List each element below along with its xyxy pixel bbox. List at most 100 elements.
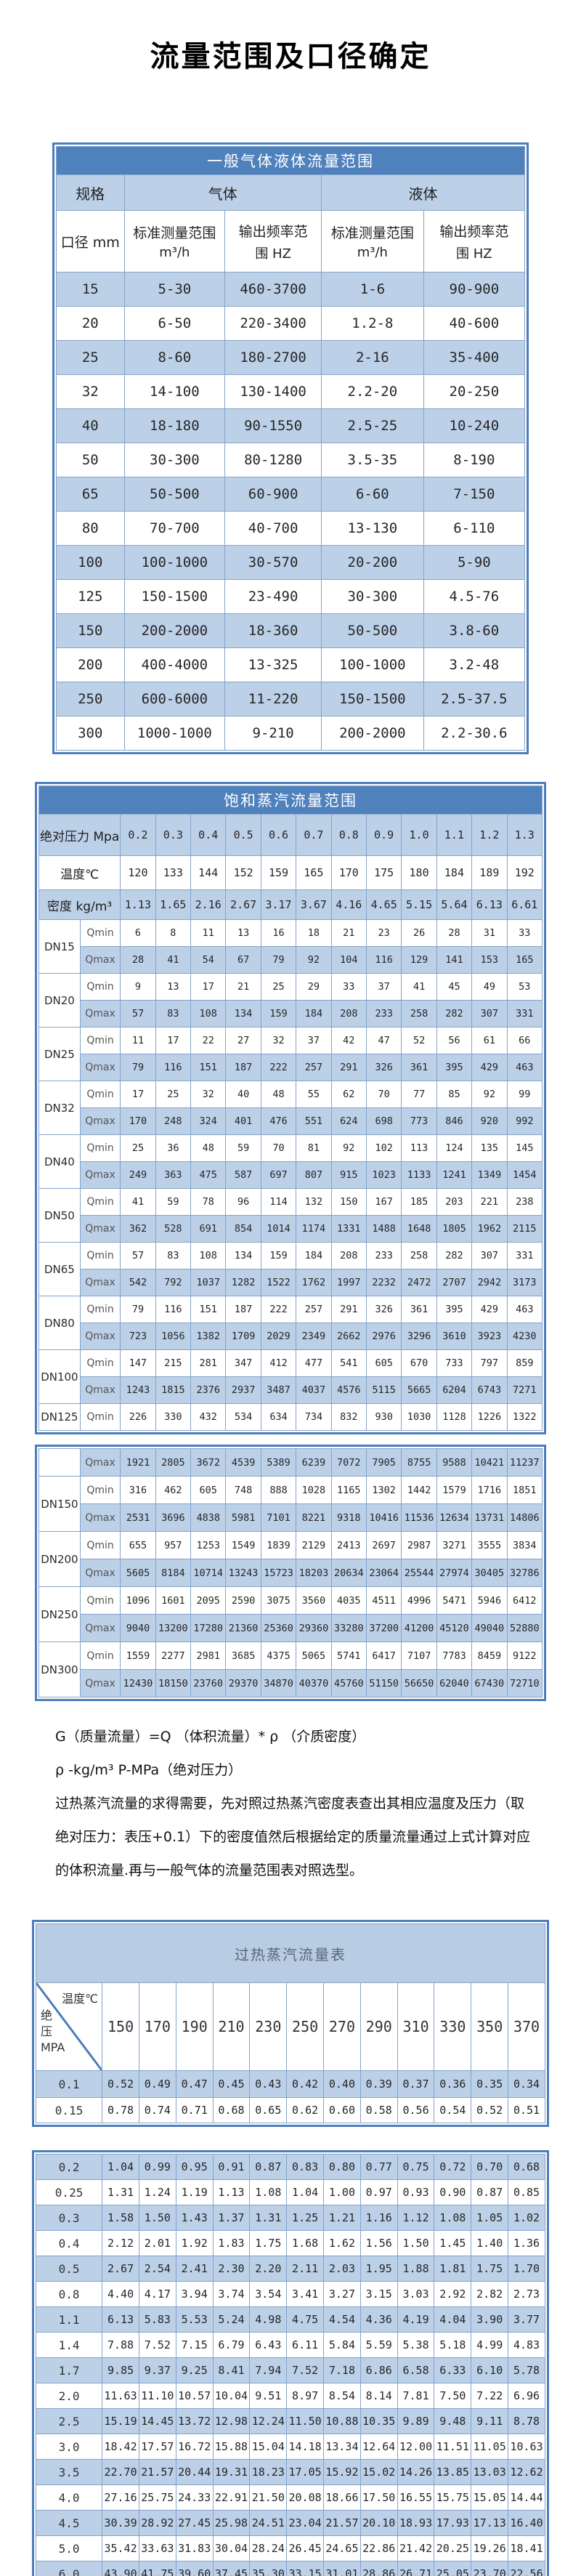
table2-qmin-row: DN80 Qmin 79 116 151 187 222 257 291 326 361 395 429… — [38, 1296, 543, 1350]
table3-cell: 1.58 — [102, 2205, 139, 2231]
table3-cell: 8.97 — [286, 2383, 325, 2409]
table2-cell: 67430 — [471, 1669, 508, 1697]
table2-qmax-row: Qmax 723 1056 1382 1709 2029 2349 2662 2976 3296 3… — [39, 1323, 543, 1350]
table3-cell: 7.94 — [249, 2357, 288, 2383]
table1-cell: 70-700 — [123, 511, 226, 546]
table2-qmin-label: Qmin — [79, 1134, 121, 1162]
table2-cell: 1253 — [190, 1531, 227, 1559]
table2-cell: 151 — [190, 1054, 227, 1081]
table1-row: 80 70-700 40-700 13-130 6-110 — [56, 511, 526, 546]
table3-cell: 24.51 — [249, 2510, 288, 2536]
table2-cell: 4996 — [401, 1586, 437, 1615]
table2-cell: 2.67 — [225, 889, 261, 920]
table2-cell: 1442 — [401, 1476, 437, 1504]
table1-cell: 2.2-20 — [321, 374, 424, 409]
table2-cell: 185 — [401, 1188, 437, 1216]
table2-cell: 1028 — [296, 1476, 332, 1504]
table3-cell: 11.63 — [102, 2383, 139, 2409]
table3-cell: 25.05 — [434, 2561, 472, 2576]
table2-cell: 159 — [260, 1000, 297, 1027]
table3-row: 0.5 2.67 2.54 2.41 2.30 2.20 2.11 2.03 1.95 1.88 1… — [35, 2256, 545, 2282]
table3-cell: 14.26 — [397, 2459, 435, 2485]
table3-cell: 1.16 — [359, 2205, 398, 2231]
table2-qmax-label: Qmax — [79, 1054, 121, 1081]
table2-cell: 21360 — [225, 1614, 261, 1642]
table2-cell: 463 — [506, 1296, 543, 1323]
table3-cell: 1.02 — [508, 2205, 545, 2231]
table2-cell: 203 — [436, 1188, 473, 1216]
table2-qmin-row: DN65 Qmin 57 83 108 134 159 184 208 233 258 282 307 3… — [38, 1242, 543, 1296]
table1-row: 50 30-300 80-1280 3.5-35 8-190 — [56, 443, 526, 477]
table2-cell: 2707 — [436, 1269, 473, 1296]
table3-pressure-label: 0.3 — [35, 2205, 103, 2231]
table2-cell: 773 — [401, 1107, 437, 1135]
table2-cell: 1174 — [296, 1215, 332, 1243]
table3-cell: 0.95 — [175, 2154, 214, 2180]
table2-cell: 2937 — [225, 1376, 261, 1404]
table2-cell: 31 — [471, 919, 508, 947]
table2-cell: 37 — [296, 1027, 332, 1054]
table2-cell: 1.3 — [506, 814, 543, 856]
table2-cell: 92 — [471, 1081, 508, 1108]
saturated-steam-table-2: Qmax 1921 2805 3672 4539 5389 6239 7072 7905 8755… — [38, 1448, 543, 1697]
table3-cell: 1.75 — [471, 2256, 509, 2282]
table1-cell: 11-220 — [224, 682, 322, 716]
table3-temp-header: 210 — [212, 1982, 251, 2071]
table2-cell: 13 — [155, 973, 192, 1001]
table2-cell: 45 — [436, 973, 473, 1001]
table1-row: 100 100-1000 30-570 20-200 5-90 — [56, 545, 526, 580]
table3-cell: 2.30 — [212, 2256, 251, 2282]
table2-cell: 1302 — [365, 1476, 402, 1504]
table2-qmin-label: Qmin — [79, 1642, 121, 1670]
freq-unit: 围 HZ — [456, 246, 492, 262]
table2-dn-label: DN300 — [38, 1642, 81, 1697]
table1-cell: 460-3700 — [224, 272, 322, 307]
general-flow-table-box: 一般气体液体流量范围 规格 气体 液体 口径 mm 标准测量范围 m³/h 输出… — [52, 142, 529, 754]
table2-qmin-label: Qmin — [79, 919, 121, 947]
table2-dn-label: DN20 — [38, 973, 81, 1027]
freq-label: 输出频率范 — [238, 223, 308, 240]
table1-cell: 5-90 — [423, 545, 526, 580]
table1-row: 20 6-50 220-3400 1.2-8 40-600 — [56, 306, 526, 341]
table3-cell: 0.58 — [359, 2097, 398, 2123]
table1-cell: 1000-1000 — [123, 716, 226, 751]
table3-cell: 7.50 — [434, 2383, 472, 2409]
table2-cell: 4576 — [330, 1376, 367, 1404]
table2-cell: 2.16 — [190, 889, 227, 920]
table3-cell: 0.43 — [249, 2070, 288, 2098]
table3-cell: 28.86 — [359, 2561, 398, 2576]
table2-cell: 347 — [225, 1349, 261, 1377]
table2-dn-label: DN50 — [38, 1188, 81, 1243]
table2-cell: 412 — [260, 1349, 297, 1377]
table2-cell: 1.65 — [155, 889, 192, 920]
table3-cell: 5.24 — [212, 2306, 251, 2333]
table2-cell: 733 — [436, 1349, 473, 1377]
table2-cell: 6743 — [471, 1376, 508, 1404]
table2-qmin-row: DN32 Qmin 17 25 32 40 48 55 62 70 77 85 92 99 — [38, 1081, 543, 1135]
table3-cell: 20.25 — [434, 2535, 472, 2561]
table3-cell: 1.56 — [359, 2230, 398, 2256]
table3-cell: 28.92 — [138, 2510, 176, 2536]
table1-cell: 23-490 — [224, 579, 322, 614]
table1-cell: 18-180 — [123, 408, 226, 443]
table2-cell: 41 — [120, 1188, 156, 1216]
table3-cell: 0.60 — [323, 2097, 361, 2123]
table3-cell: 0.35 — [471, 2070, 509, 2098]
table3-pressure-label: 4.0 — [35, 2484, 103, 2511]
table1-cell: 2-16 — [321, 340, 424, 375]
table3-cell: 25.98 — [212, 2510, 251, 2536]
note-mass-flow-formula: G（质量流量）=Q （体积流量）* ρ （介质密度） — [55, 1729, 366, 1745]
table3-cell: 8.14 — [359, 2383, 398, 2409]
table3-title-row: 过热蒸汽流量表 — [36, 1923, 545, 1983]
page-title: 流量范围及口径确定 — [150, 39, 431, 73]
table2-cell: 27 — [225, 1027, 261, 1054]
table3-temp-header: 330 — [434, 1982, 472, 2071]
table2-qmin-label: Qmin — [79, 1188, 121, 1216]
table2-cell: 1.0 — [401, 814, 437, 856]
table2-row-label: 密度 kg/m³ — [38, 889, 121, 920]
table2-cell: 40 — [225, 1081, 261, 1108]
table1-cell: 100-1000 — [123, 545, 226, 580]
table2-cell: 2590 — [225, 1586, 261, 1615]
table2-cell: 6.61 — [506, 889, 543, 920]
table2-cell: 1716 — [471, 1476, 508, 1504]
